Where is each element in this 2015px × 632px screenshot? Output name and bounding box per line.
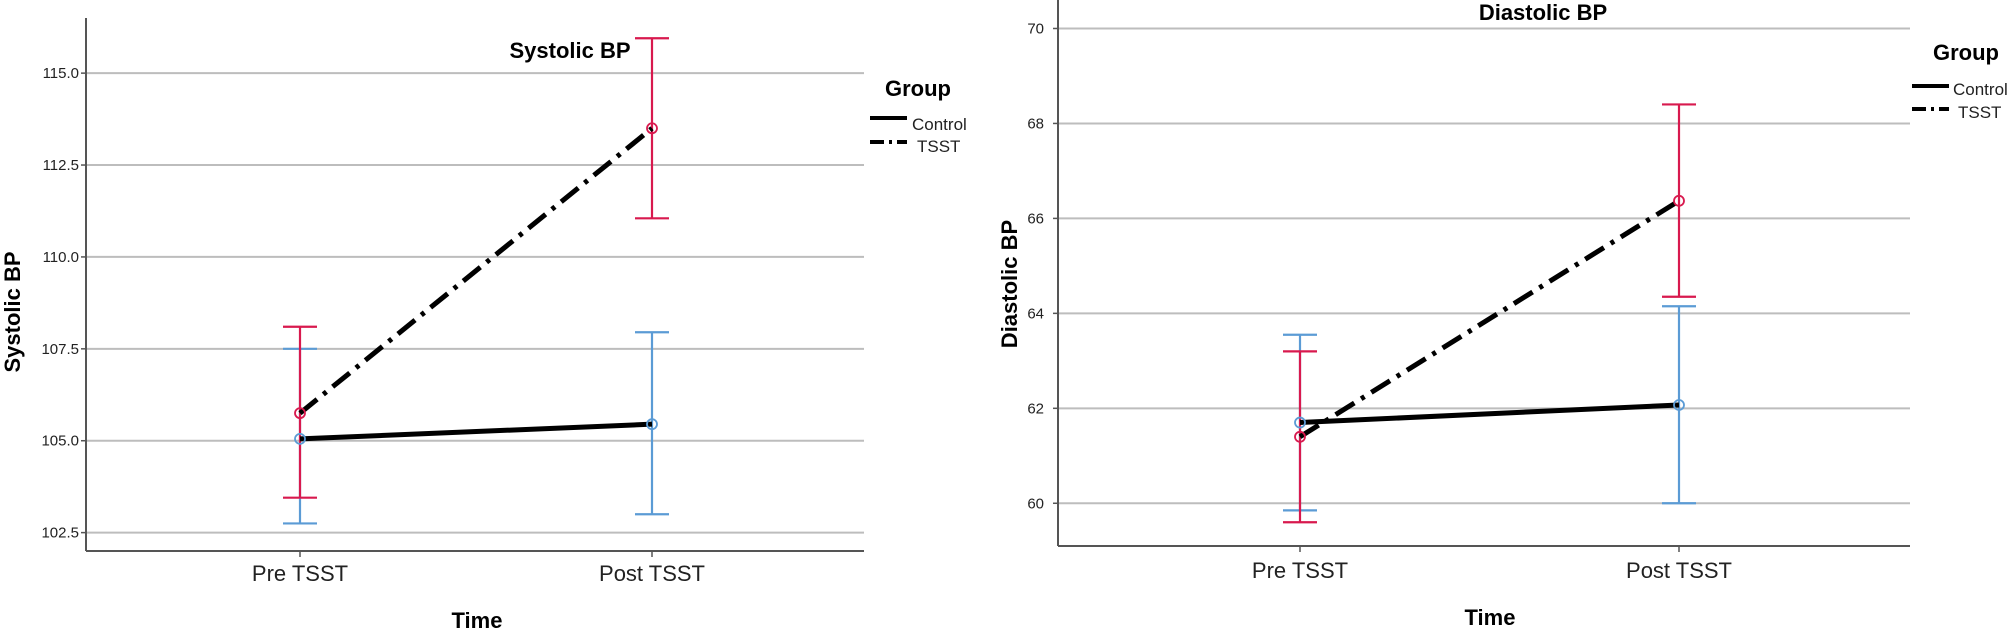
grid-lines — [81, 18, 864, 557]
legend: Group Control TSST — [870, 76, 967, 156]
x-tick-label: Pre TSST — [252, 561, 348, 586]
x-tick-labels: Pre TSST Post TSST — [1252, 558, 1732, 583]
data-point-tsst — [1673, 194, 1685, 207]
error-bars — [283, 37, 669, 525]
y-tick-label: 110.0 — [43, 249, 79, 266]
chart-title: Systolic BP — [509, 38, 630, 63]
data-points — [1294, 194, 1685, 443]
legend-title: Group — [1933, 40, 1999, 65]
series-line-control — [299, 421, 653, 442]
diastolic-bp-panel: Diastolic BP Diastolic BP Time 606264666… — [997, 0, 2008, 630]
data-points — [294, 122, 658, 445]
y-axis-label: Systolic BP — [0, 251, 25, 372]
y-axis-label: Diastolic BP — [997, 220, 1022, 348]
series-lines — [298, 126, 654, 442]
legend-label-tsst: TSST — [1958, 103, 2001, 122]
legend-title: Group — [885, 76, 951, 101]
x-tick-labels: Pre TSST Post TSST — [252, 561, 705, 586]
legend-label-tsst: TSST — [917, 137, 960, 156]
y-tick-labels: 102.5 105.0 107.5 110.0 112.5 115.0 — [41, 65, 79, 541]
series-line-control — [1299, 402, 1680, 426]
y-tick-label: 70 — [1027, 20, 1044, 37]
y-tick-label: 66 — [1027, 210, 1044, 227]
legend: Group Control TSST — [1912, 40, 2008, 122]
chart-title: Diastolic BP — [1479, 0, 1607, 25]
data-point-tsst — [646, 122, 658, 135]
legend-label-control: Control — [1953, 80, 2008, 99]
y-tick-label: 68 — [1027, 115, 1044, 132]
y-tick-label: 60 — [1027, 495, 1044, 512]
x-tick-label: Post TSST — [599, 561, 705, 586]
y-tick-label: 107.5 — [41, 341, 79, 358]
y-tick-label: 64 — [1027, 305, 1044, 322]
grid-lines — [1053, 0, 1910, 552]
data-point-control — [1673, 399, 1685, 411]
x-tick-label: Post TSST — [1626, 558, 1732, 583]
y-tick-label: 102.5 — [41, 525, 79, 542]
x-tick-label: Pre TSST — [1252, 558, 1348, 583]
y-tick-labels: 60 62 64 66 68 70 — [1027, 20, 1044, 512]
data-point-control — [1294, 416, 1306, 429]
y-tick-label: 105.0 — [41, 433, 79, 450]
data-point-tsst — [294, 407, 306, 420]
series-line-tsst — [1298, 198, 1681, 439]
data-point-control — [646, 418, 658, 431]
legend-label-control: Control — [912, 115, 967, 134]
data-point-tsst — [1294, 430, 1306, 443]
x-axis-label: Time — [1465, 605, 1516, 630]
y-tick-label: 62 — [1027, 400, 1044, 417]
y-tick-label: 115.0 — [43, 65, 79, 82]
data-point-control — [294, 432, 306, 445]
series-lines — [1298, 198, 1681, 439]
y-tick-label: 112.5 — [43, 157, 79, 174]
systolic-bp-panel: Systolic BP Systolic BP Time 102.5105.01… — [0, 18, 967, 632]
series-line-tsst — [298, 126, 654, 416]
x-axis-label: Time — [452, 608, 503, 632]
